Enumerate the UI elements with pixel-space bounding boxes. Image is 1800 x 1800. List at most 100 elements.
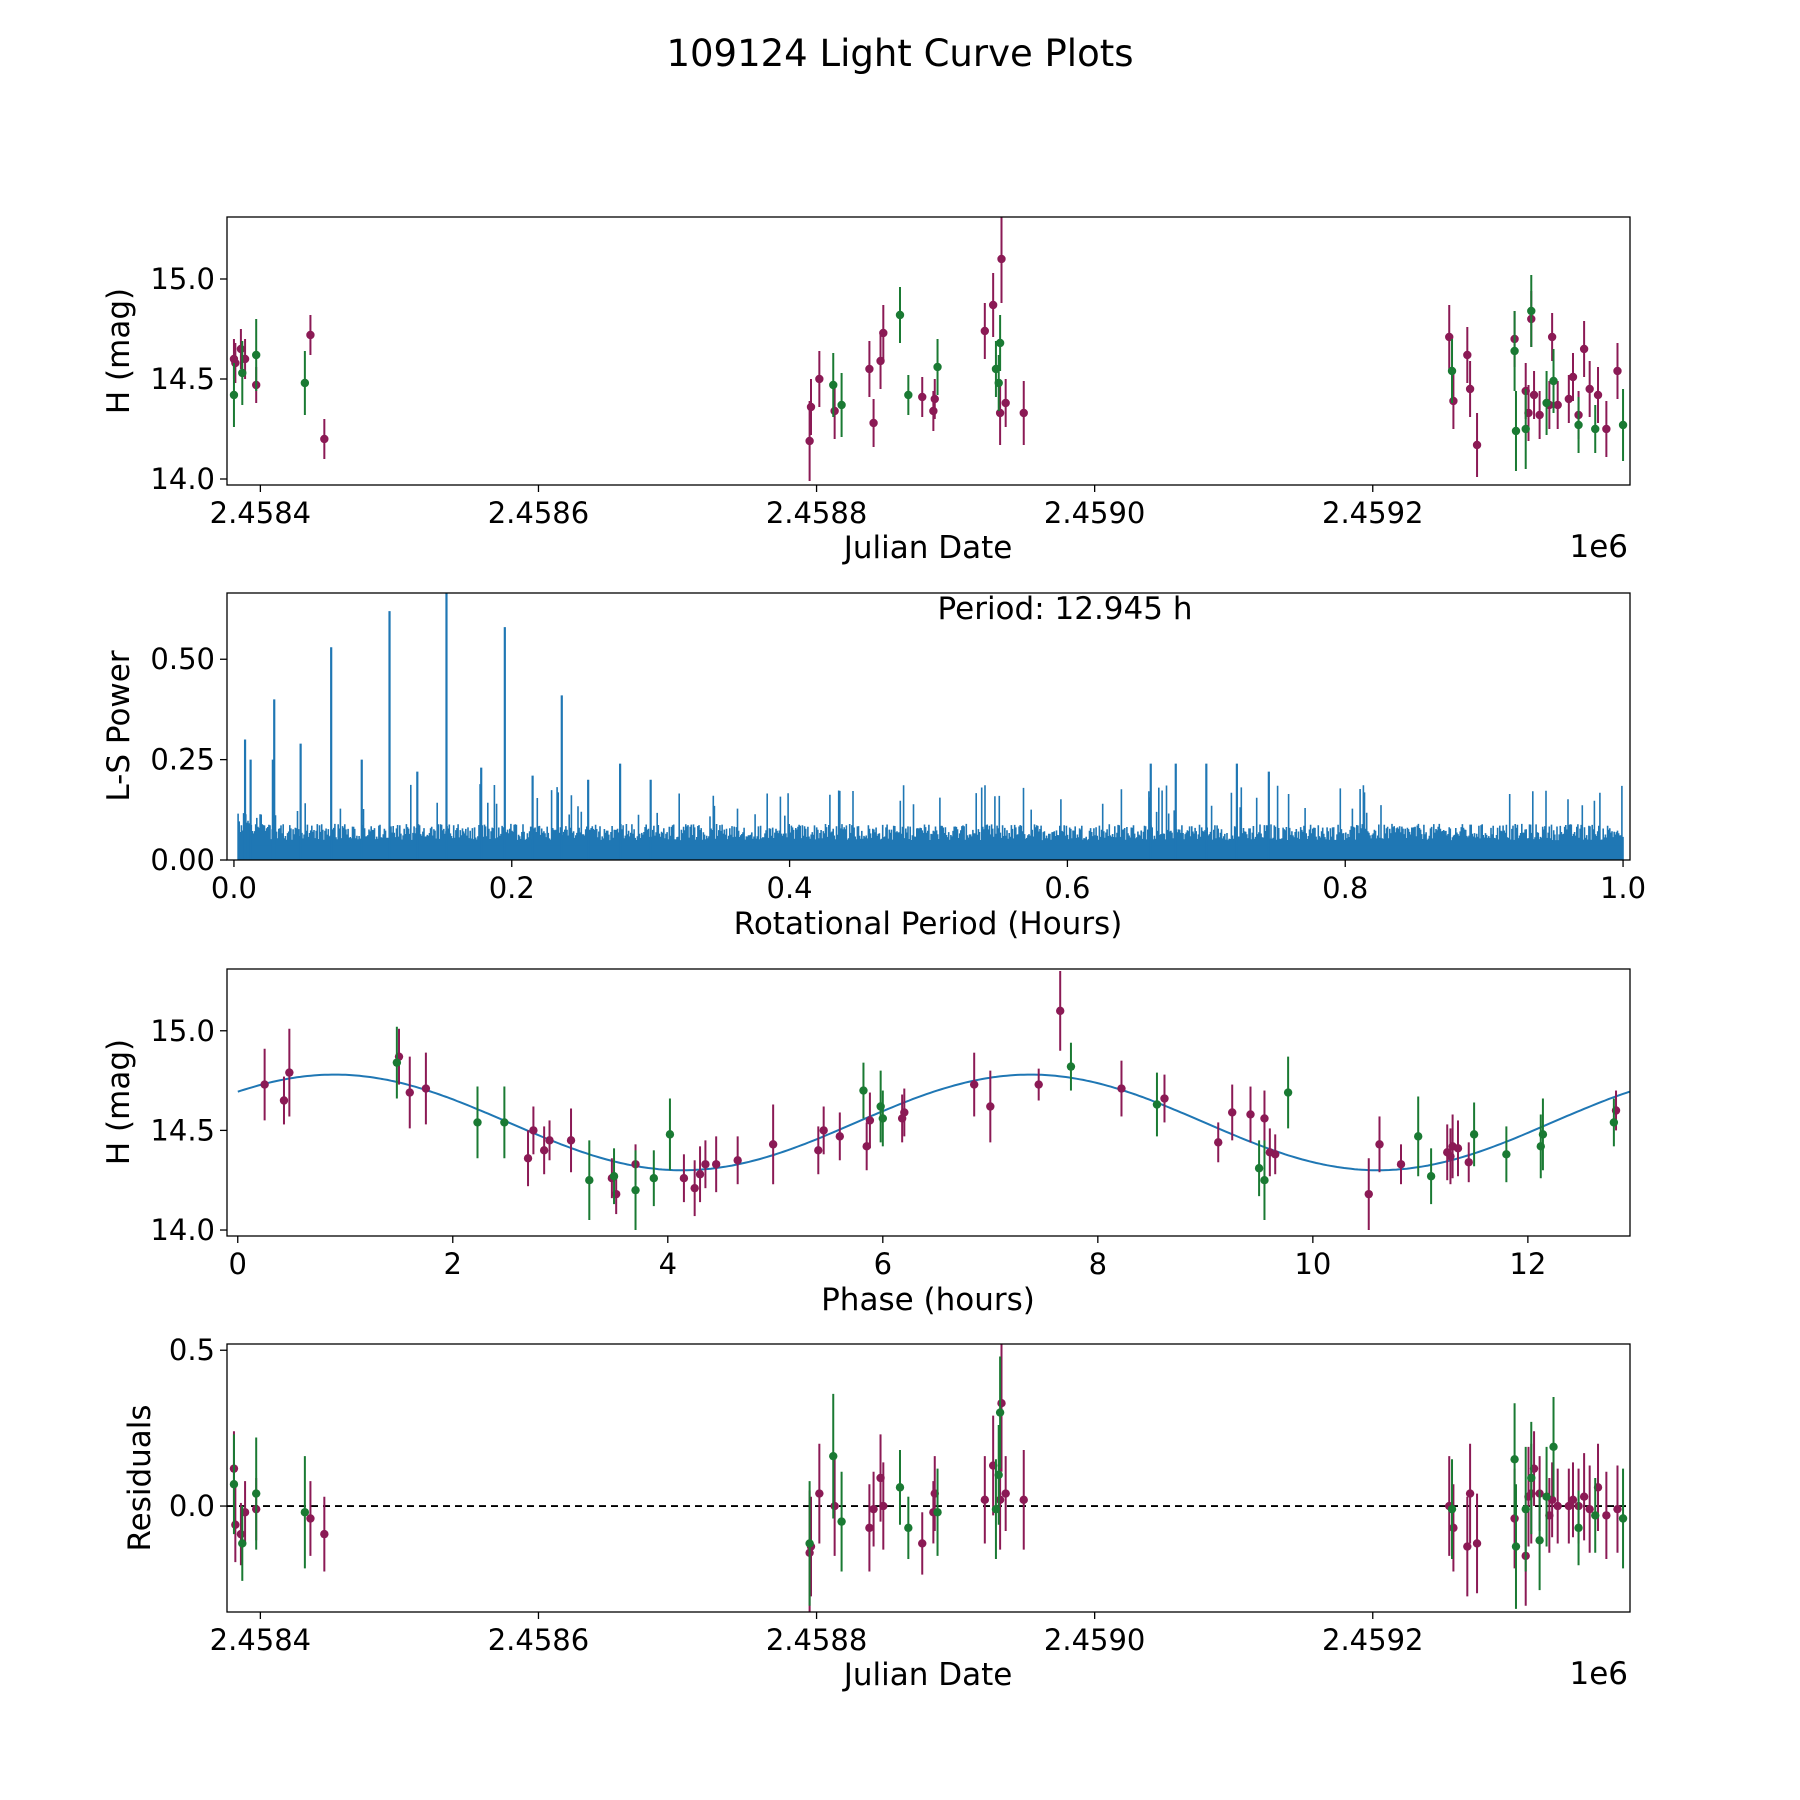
data-point xyxy=(690,1183,699,1193)
y-tick-label: 15.0 xyxy=(150,1014,215,1048)
data-point xyxy=(814,1146,823,1155)
data-point xyxy=(995,408,1005,418)
x-tick-label: 0.4 xyxy=(767,871,813,905)
y-tick-label: 0.25 xyxy=(150,743,215,777)
data-point xyxy=(1463,1542,1472,1551)
y-tick-label: 14.5 xyxy=(150,362,215,396)
data-point xyxy=(1593,390,1603,400)
data-point xyxy=(1510,1455,1519,1464)
data-point xyxy=(837,1517,846,1526)
data-point xyxy=(631,1185,640,1195)
data-point xyxy=(545,1136,554,1145)
data-point xyxy=(1549,1442,1558,1452)
data-point xyxy=(986,1102,995,1111)
data-point xyxy=(1463,350,1472,360)
data-point xyxy=(320,434,329,444)
data-point xyxy=(1553,400,1562,410)
light-curve-plot-area: 2.4584 2.4586 2.4588 2.4590 2.4592 14.0 14.5 15… xyxy=(150,217,1628,530)
data-point xyxy=(859,1086,868,1095)
residuals-frame xyxy=(226,1343,1631,1613)
data-point xyxy=(1579,344,1589,354)
data-point xyxy=(260,1080,269,1089)
x-tick-label: 2.4590 xyxy=(1044,496,1145,530)
data-point xyxy=(1364,1189,1373,1199)
data-point xyxy=(969,1080,979,1089)
data-point xyxy=(279,1096,289,1105)
data-point xyxy=(1465,384,1475,394)
residuals-points xyxy=(229,1344,1628,1612)
data-point xyxy=(1283,1088,1293,1097)
data-point xyxy=(421,1084,431,1093)
data-point xyxy=(768,1140,778,1149)
light-curve-xlabel: Julian Date xyxy=(842,530,1013,566)
data-point xyxy=(1449,1523,1458,1533)
data-point xyxy=(1609,1118,1619,1127)
data-point xyxy=(238,368,247,378)
data-point xyxy=(1511,1542,1521,1551)
data-point xyxy=(1001,1489,1010,1498)
data-point xyxy=(1055,1006,1065,1016)
data-point xyxy=(1585,1504,1594,1514)
data-point xyxy=(392,1058,402,1067)
y-tick-label: 15.0 xyxy=(150,262,215,296)
x-tick-label: 1.0 xyxy=(1600,871,1646,905)
data-point xyxy=(1568,1495,1578,1505)
data-point xyxy=(566,1136,576,1145)
periodogram-plot-area: 0.0 0.2 0.4 0.6 0.8 1.0 0.00 0.25 0.50 xyxy=(150,593,1646,905)
data-point xyxy=(1160,1094,1169,1103)
phase-fold-panel: 0 2 4 6 8 10 12 14.0 14.5 15.0 Phase (hours) H (m… xyxy=(101,968,1631,1318)
data-point xyxy=(895,1483,905,1492)
light-curve-ylabel: H (mag) xyxy=(101,288,137,414)
data-point xyxy=(862,1142,871,1151)
data-point xyxy=(815,374,824,384)
data-point xyxy=(585,1176,594,1185)
x-tick-label: 2.4586 xyxy=(488,1623,589,1657)
data-point xyxy=(252,350,261,360)
data-point xyxy=(1591,1511,1600,1520)
data-point xyxy=(238,1539,247,1548)
data-point xyxy=(1469,1130,1479,1139)
data-point xyxy=(1585,384,1594,394)
y-tick-label: 0.5 xyxy=(169,1333,215,1367)
data-point xyxy=(918,1539,927,1548)
x-tick-label: 0.8 xyxy=(1322,871,1368,905)
x-tick-label: 6 xyxy=(874,1247,892,1281)
data-point xyxy=(252,1489,261,1498)
phase-fold-ylabel: H (mag) xyxy=(101,1039,137,1165)
light-curve-panel: 2.4584 2.4586 2.4588 2.4590 2.4592 14.0 14.5 15… xyxy=(101,216,1631,566)
data-point xyxy=(879,328,888,338)
x-tick-label: 2.4584 xyxy=(210,1623,311,1657)
data-point xyxy=(649,1174,659,1183)
x-tick-label: 2.4588 xyxy=(766,496,867,530)
data-point xyxy=(300,378,310,388)
data-point xyxy=(904,390,913,400)
data-point xyxy=(1510,1514,1519,1523)
data-point xyxy=(1535,1536,1544,1545)
data-point xyxy=(1254,1164,1264,1173)
data-point xyxy=(1152,1100,1162,1109)
x-tick-label: 4 xyxy=(659,1247,677,1281)
data-point xyxy=(994,1470,1003,1480)
data-point xyxy=(1449,396,1458,406)
data-point xyxy=(529,1126,538,1135)
data-point xyxy=(994,378,1003,388)
data-point xyxy=(1246,1110,1255,1119)
data-point xyxy=(933,1508,942,1517)
data-point xyxy=(1019,408,1028,418)
phase-fold-frame xyxy=(226,968,1631,1237)
data-point xyxy=(997,1399,1006,1408)
data-point xyxy=(1602,1511,1611,1520)
x-tick-label: 2 xyxy=(444,1247,462,1281)
x-tick-label: 2.4592 xyxy=(1322,496,1423,530)
data-point xyxy=(895,310,905,320)
data-point xyxy=(819,1126,828,1135)
data-point xyxy=(1613,366,1622,376)
data-point xyxy=(995,1495,1005,1505)
data-point xyxy=(1414,1132,1423,1141)
data-point xyxy=(837,400,846,410)
data-point xyxy=(1521,424,1530,434)
data-point xyxy=(236,1529,246,1539)
data-point xyxy=(539,1146,549,1155)
